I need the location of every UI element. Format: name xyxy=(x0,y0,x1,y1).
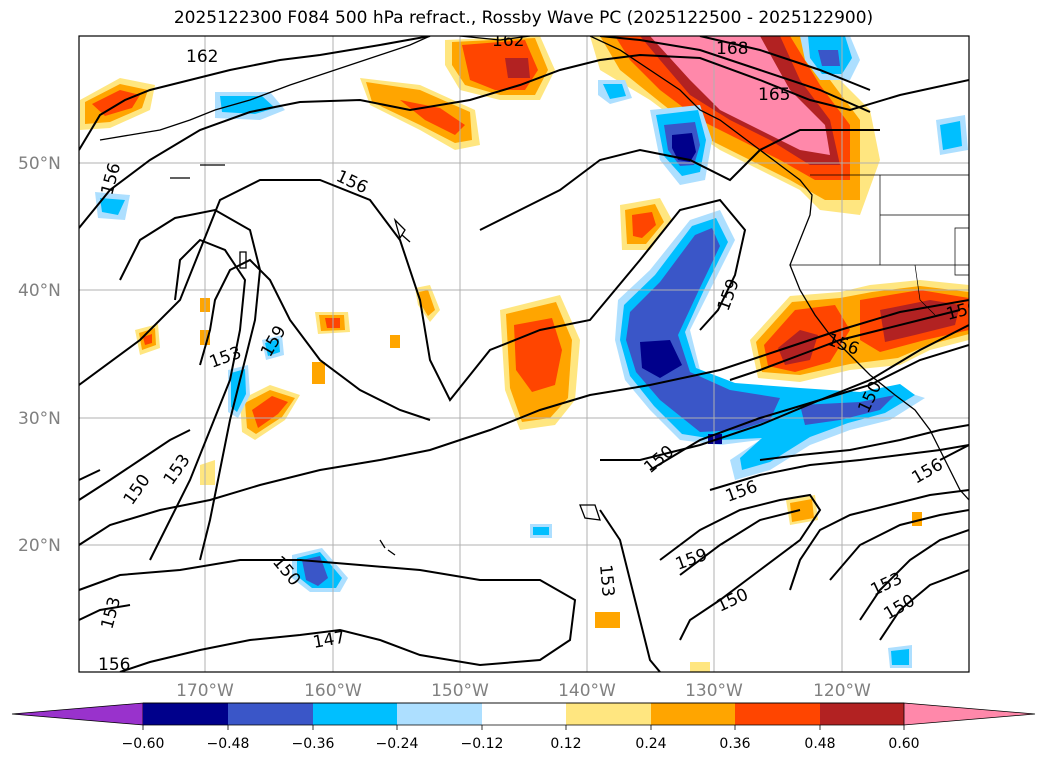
coastlines xyxy=(99,36,969,556)
colorbar: −0.60 −0.48 −0.36 −0.24 −0.12 0.12 0.24 … xyxy=(11,702,1036,752)
contour-label: 165 xyxy=(758,85,790,105)
lon-label: 160°W xyxy=(304,681,362,701)
colorbar-segment xyxy=(566,703,651,725)
colorbar-tick-label: 0.36 xyxy=(719,736,750,752)
colorbar-tick-label: −0.24 xyxy=(376,736,419,752)
contour-label: 153 xyxy=(595,564,618,598)
colorbar-segment xyxy=(820,703,904,725)
colorbar-tick-label: −0.12 xyxy=(461,736,504,752)
colorbar-segment xyxy=(313,703,397,725)
colorbar-segment xyxy=(228,703,313,725)
colorbar-tick-label: 0.60 xyxy=(888,736,919,752)
colorbar-segment xyxy=(651,703,735,725)
colorbar-tick-label: 0.12 xyxy=(550,736,581,752)
lat-label: 50°N xyxy=(18,154,61,174)
colorbar-segment xyxy=(143,703,228,725)
map-frame xyxy=(78,35,970,673)
map-plot-area: 162 162 168 165 156 156 153 159 153 150 … xyxy=(79,31,969,675)
colorbar-tick-label: −0.48 xyxy=(207,736,250,752)
graticule xyxy=(79,36,969,672)
longitude-labels: 170°W 160°W 150°W 140°W 130°W 120°W xyxy=(176,681,871,701)
colorbar-under-extension xyxy=(11,702,144,726)
political-borders xyxy=(790,174,969,316)
contour-label: 162 xyxy=(492,31,524,51)
lon-label: 120°W xyxy=(813,681,871,701)
colorbar-tick-label: −0.60 xyxy=(122,736,165,752)
colorbar-segment xyxy=(397,703,482,725)
lat-label: 30°N xyxy=(18,409,61,429)
colorbar-tick-label: 0.24 xyxy=(635,736,666,752)
lat-label: 20°N xyxy=(18,536,61,556)
colorbar-tick-label: 0.48 xyxy=(804,736,835,752)
latitude-labels: 50°N 40°N 30°N 20°N xyxy=(18,154,61,556)
contour-label: 156 xyxy=(98,655,130,675)
anomaly-nw-band-pink xyxy=(650,36,830,155)
contour-label: 168 xyxy=(716,39,748,59)
lat-label: 40°N xyxy=(18,281,61,301)
colorbar-over-extension xyxy=(903,702,1036,726)
chart-title: 2025122300 F084 500 hPa refract., Rossby… xyxy=(173,8,874,28)
lon-label: 170°W xyxy=(176,681,234,701)
lon-label: 150°W xyxy=(431,681,489,701)
lon-label: 130°W xyxy=(685,681,743,701)
lon-label: 140°W xyxy=(558,681,616,701)
colorbar-segment xyxy=(735,703,820,725)
colorbar-tick-label: −0.36 xyxy=(292,736,335,752)
height-contours xyxy=(79,36,969,672)
colorbar-segment xyxy=(482,703,566,725)
contour-label: 162 xyxy=(186,47,218,67)
